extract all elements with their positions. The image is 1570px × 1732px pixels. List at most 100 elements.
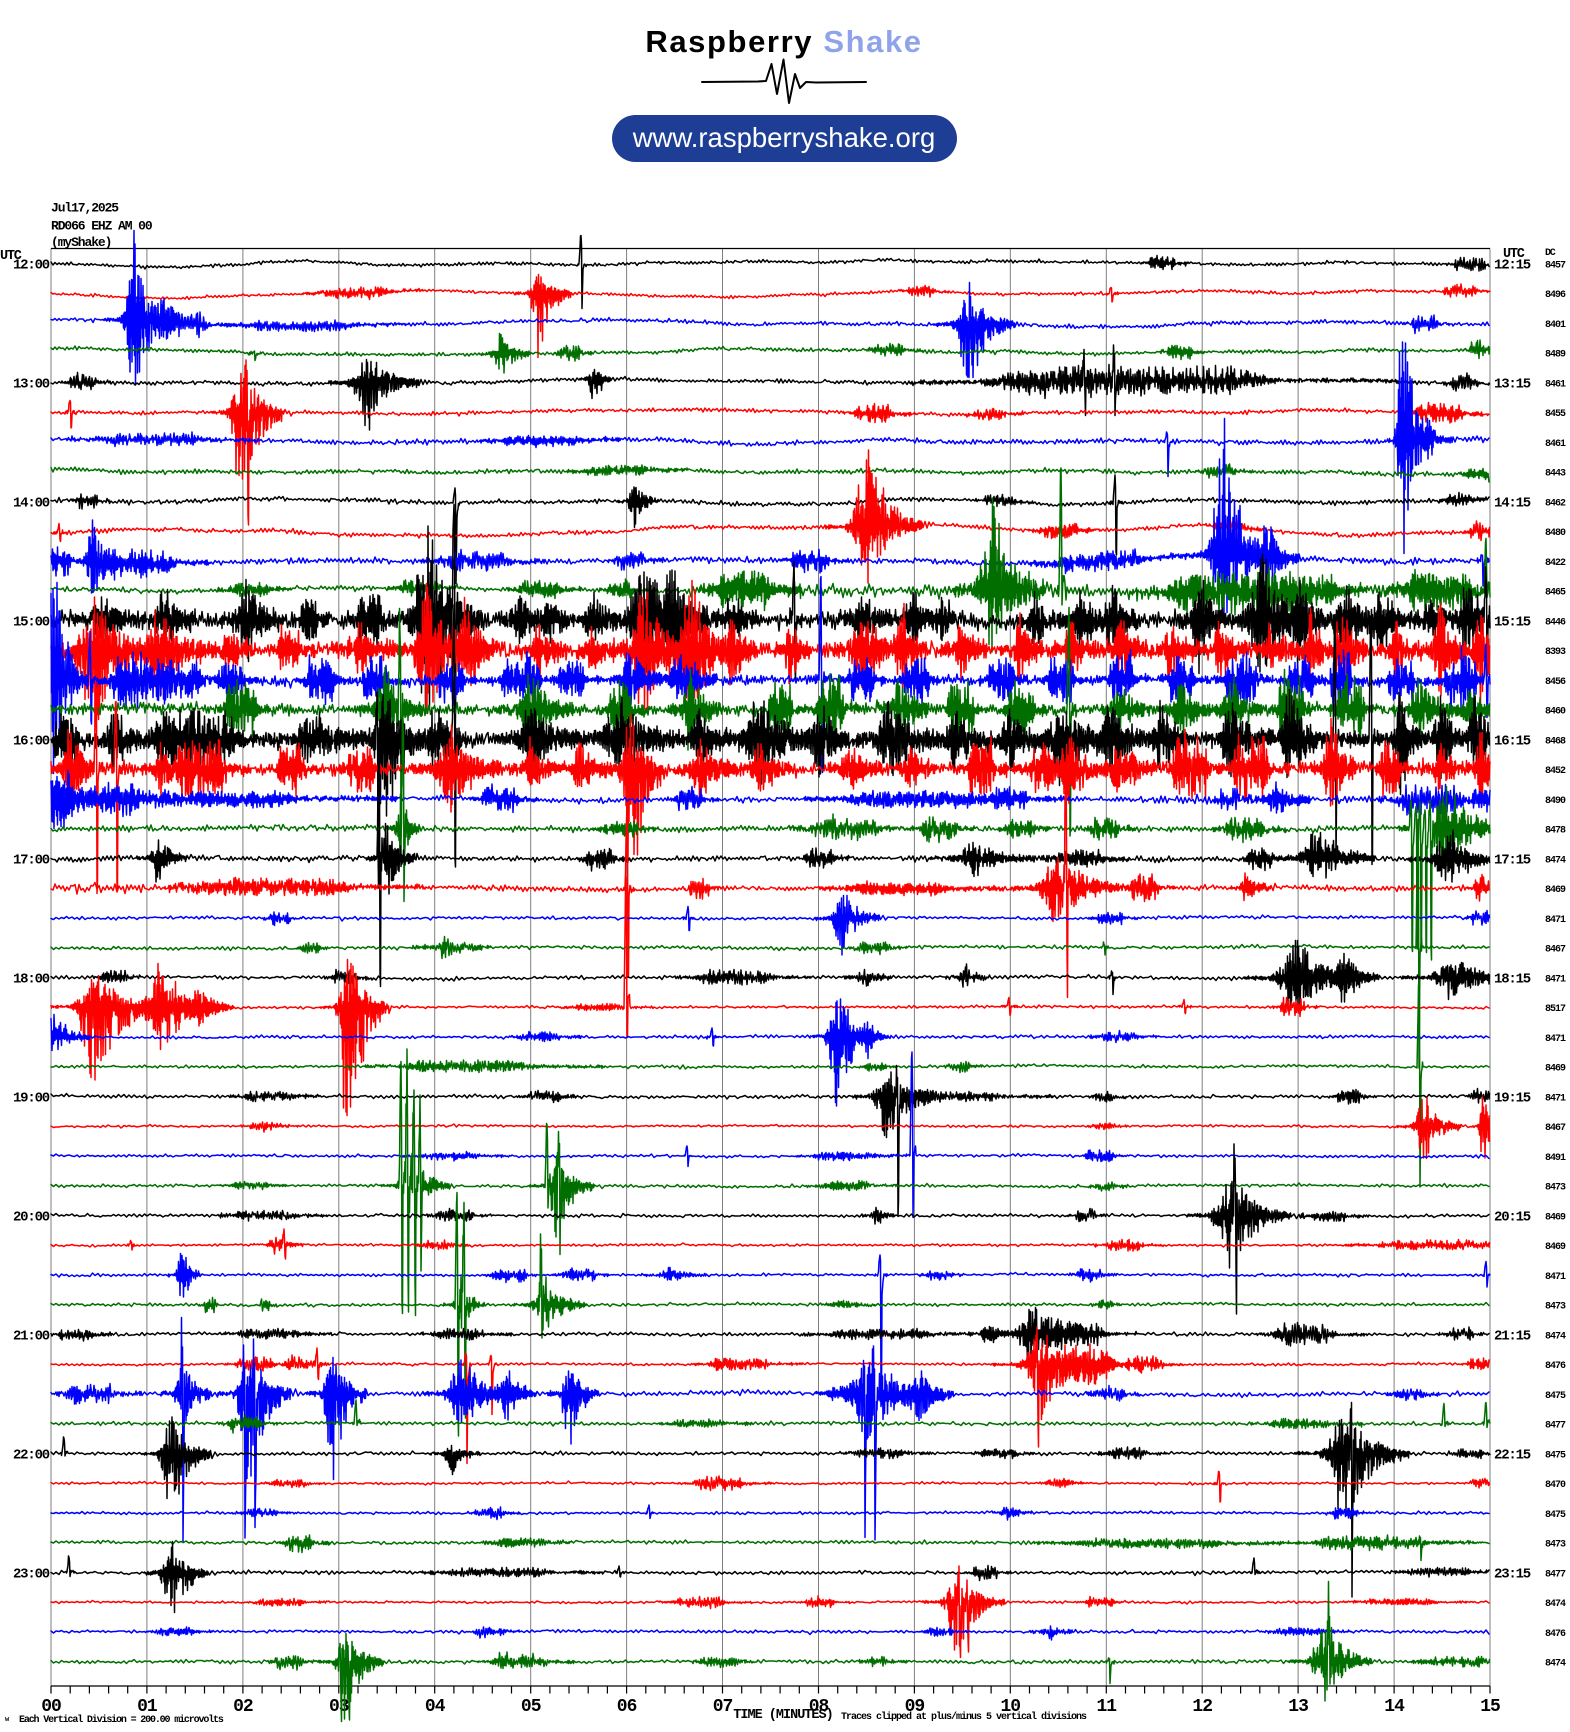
svg-text:8443: 8443 (1545, 469, 1566, 480)
svg-text:21:15: 21:15 (1494, 1329, 1531, 1345)
svg-text:13: 13 (1288, 1697, 1308, 1717)
svg-text:14: 14 (1384, 1697, 1405, 1717)
svg-text:8474: 8474 (1545, 1331, 1566, 1342)
svg-text:8476: 8476 (1545, 1629, 1566, 1640)
svg-text:8471: 8471 (1545, 915, 1566, 926)
svg-text:17:15: 17:15 (1494, 853, 1531, 869)
svg-text:05: 05 (521, 1697, 541, 1717)
svg-text:19:15: 19:15 (1494, 1091, 1531, 1107)
svg-text:Jul17,2025: Jul17,2025 (51, 201, 119, 216)
svg-text:8393: 8393 (1545, 647, 1566, 658)
svg-text:09: 09 (905, 1697, 925, 1717)
svg-text:8474: 8474 (1545, 855, 1566, 866)
svg-text:18:00: 18:00 (13, 972, 50, 988)
svg-text:8460: 8460 (1545, 707, 1566, 718)
svg-text:04: 04 (425, 1697, 446, 1717)
svg-text:8471: 8471 (1545, 1034, 1566, 1045)
svg-text:03: 03 (329, 1697, 349, 1717)
svg-text:19:00: 19:00 (13, 1091, 50, 1107)
svg-text:8468: 8468 (1545, 736, 1566, 747)
svg-text:16:15: 16:15 (1494, 734, 1531, 750)
svg-text:13:15: 13:15 (1494, 377, 1531, 393)
svg-text:UTC: UTC (0, 249, 22, 264)
svg-text:14:00: 14:00 (13, 496, 50, 512)
svg-text:8457: 8457 (1545, 260, 1566, 271)
svg-text:8456: 8456 (1545, 677, 1566, 688)
svg-text:08: 08 (809, 1697, 829, 1717)
svg-text:8446: 8446 (1545, 617, 1566, 628)
svg-text:21:00: 21:00 (13, 1329, 50, 1345)
svg-text:18:15: 18:15 (1494, 972, 1531, 988)
svg-text:8476: 8476 (1545, 1361, 1566, 1372)
svg-text:15: 15 (1480, 1697, 1500, 1717)
svg-text:23:15: 23:15 (1494, 1567, 1531, 1583)
svg-text:8478: 8478 (1545, 826, 1566, 837)
svg-text:06: 06 (617, 1697, 637, 1717)
svg-text:8475: 8475 (1545, 1450, 1566, 1461)
svg-text:Traces clipped at plus/minus 5: Traces clipped at plus/minus 5 vertical … (841, 1711, 1087, 1723)
svg-text:8473: 8473 (1545, 1302, 1566, 1313)
svg-text:8496: 8496 (1545, 290, 1566, 301)
svg-text:8475: 8475 (1545, 1510, 1566, 1521)
svg-text:8491: 8491 (1545, 1153, 1566, 1164)
svg-text:TIME (MINUTES): TIME (MINUTES) (733, 1708, 832, 1723)
svg-text:8452: 8452 (1545, 766, 1566, 777)
svg-text:07: 07 (713, 1697, 733, 1717)
svg-text:DC: DC (1545, 248, 1556, 259)
svg-text:8462: 8462 (1545, 498, 1566, 509)
svg-text:8401: 8401 (1545, 320, 1566, 331)
svg-text:20:00: 20:00 (13, 1210, 50, 1226)
svg-text:23:00: 23:00 (13, 1567, 50, 1583)
svg-text:13:00: 13:00 (13, 377, 50, 393)
svg-text:01: 01 (137, 1697, 158, 1717)
svg-text:Each Vertical Division = 200.: Each Vertical Division = 200.00 microvol… (19, 1714, 224, 1726)
svg-text:(myShake): (myShake) (51, 235, 111, 250)
svg-text:02: 02 (233, 1697, 253, 1717)
svg-text:RD066 EHZ AM 00: RD066 EHZ AM 00 (51, 219, 153, 234)
svg-text:8475: 8475 (1545, 1391, 1566, 1402)
svg-text:w: w (5, 1716, 10, 1724)
svg-text:8474: 8474 (1545, 1599, 1566, 1610)
svg-text:8467: 8467 (1545, 945, 1566, 956)
svg-text:17:00: 17:00 (13, 853, 50, 869)
svg-text:8473: 8473 (1545, 1183, 1566, 1194)
svg-text:UTC: UTC (1503, 247, 1525, 262)
svg-text:15:00: 15:00 (13, 615, 50, 631)
svg-text:12:00: 12:00 (13, 258, 50, 274)
svg-text:8461: 8461 (1545, 439, 1566, 450)
svg-text:22:15: 22:15 (1494, 1448, 1531, 1464)
svg-text:10: 10 (1000, 1697, 1020, 1717)
svg-text:8467: 8467 (1545, 1123, 1566, 1134)
svg-text:8474: 8474 (1545, 1659, 1566, 1670)
svg-text:8489: 8489 (1545, 350, 1566, 361)
svg-text:8490: 8490 (1545, 796, 1566, 807)
svg-text:12:15: 12:15 (1494, 258, 1531, 274)
svg-text:8471: 8471 (1545, 1272, 1566, 1283)
svg-text:8477: 8477 (1545, 1569, 1566, 1580)
svg-text:8465: 8465 (1545, 588, 1566, 599)
svg-text:00: 00 (41, 1697, 61, 1717)
svg-text:22:00: 22:00 (13, 1448, 50, 1464)
svg-text:Raspberry Shake: Raspberry Shake (645, 24, 922, 59)
svg-text:8469: 8469 (1545, 885, 1566, 896)
svg-text:15:15: 15:15 (1494, 615, 1531, 631)
svg-text:8477: 8477 (1545, 1421, 1566, 1432)
svg-text:8480: 8480 (1545, 528, 1566, 539)
svg-text:8422: 8422 (1545, 558, 1566, 569)
svg-text:8469: 8469 (1545, 1212, 1566, 1223)
svg-text:8471: 8471 (1545, 1093, 1566, 1104)
svg-text:8471: 8471 (1545, 974, 1566, 985)
svg-text:8517: 8517 (1545, 1004, 1566, 1015)
svg-text:www.raspberryshake.org: www.raspberryshake.org (632, 122, 936, 153)
svg-text:8461: 8461 (1545, 379, 1566, 390)
svg-text:20:15: 20:15 (1494, 1210, 1531, 1226)
svg-text:8469: 8469 (1545, 1064, 1566, 1075)
svg-text:12: 12 (1192, 1697, 1212, 1717)
svg-text:16:00: 16:00 (13, 734, 50, 750)
svg-text:8469: 8469 (1545, 1242, 1566, 1253)
svg-text:8455: 8455 (1545, 409, 1566, 420)
svg-text:11: 11 (1096, 1697, 1117, 1717)
svg-text:14:15: 14:15 (1494, 496, 1531, 512)
svg-text:8470: 8470 (1545, 1480, 1566, 1491)
svg-text:8473: 8473 (1545, 1540, 1566, 1551)
